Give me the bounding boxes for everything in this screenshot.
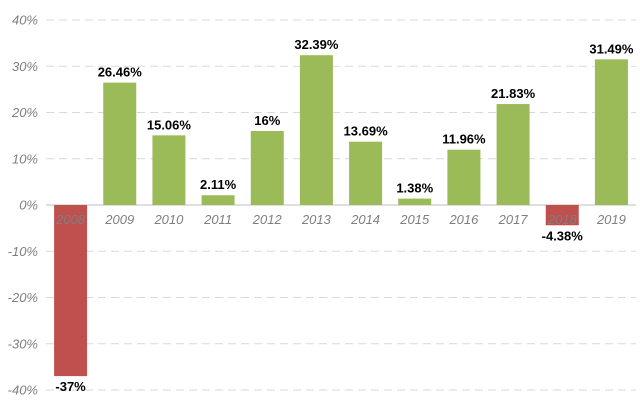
- data-label: 11.96%: [442, 132, 486, 147]
- bar-2014: [349, 141, 383, 205]
- y-tick-label: 0%: [19, 198, 38, 213]
- data-labels: -37% 26.46% 15.06% 2.11% 16% 32.39% 13.69% 1.38…: [55, 37, 633, 394]
- data-label: 21.83%: [491, 86, 536, 101]
- data-label: 26.46%: [98, 65, 143, 80]
- data-label: -37%: [55, 379, 86, 394]
- data-label: 15.06%: [147, 117, 192, 132]
- y-tick-label: 20%: [11, 105, 38, 120]
- y-tick-label: 40%: [12, 13, 38, 28]
- data-label: 16%: [254, 113, 280, 128]
- x-tick-label: 2015: [399, 212, 430, 227]
- data-label: 1.38%: [396, 181, 433, 196]
- y-tick-label: 10%: [12, 151, 38, 166]
- data-label: 2.11%: [200, 177, 237, 192]
- x-tick-label: 2016: [448, 212, 479, 227]
- data-label: 13.69%: [344, 124, 389, 139]
- y-tick-label: -40%: [8, 383, 38, 398]
- y-tick-label: -10%: [8, 244, 38, 259]
- x-tick-label: 2011: [203, 212, 232, 227]
- data-label: 32.39%: [294, 37, 339, 52]
- x-tick-label: 2012: [252, 212, 283, 227]
- y-tick-label: 30%: [12, 59, 38, 74]
- bar-2013: [299, 55, 333, 205]
- bar-2009: [103, 82, 137, 205]
- x-tick-label: 2009: [104, 212, 134, 227]
- data-label: 31.49%: [589, 41, 634, 56]
- bar-2016: [447, 149, 481, 205]
- bar-2017: [496, 104, 530, 205]
- x-tick-label: 2018: [547, 212, 578, 227]
- x-tick-label: 2017: [498, 212, 529, 227]
- bar-2015: [398, 198, 432, 205]
- x-tick-label: 2014: [350, 212, 380, 227]
- bar-2019: [594, 59, 628, 205]
- data-label: -4.38%: [542, 228, 584, 243]
- bar-2018: [545, 205, 579, 226]
- x-tick-label: 2010: [153, 212, 184, 227]
- bars: [54, 55, 628, 377]
- bar-2010: [152, 135, 186, 205]
- bar-2008: [54, 205, 88, 377]
- x-axis-tick-labels: 2008 2009 2010 2011 2012 2013 2014 2015 2016 2017…: [55, 212, 626, 227]
- x-tick-label: 2019: [596, 212, 626, 227]
- x-tick-label: 2013: [301, 212, 332, 227]
- gridlines: [46, 19, 636, 391]
- y-tick-label: -20%: [8, 290, 38, 305]
- y-axis-tick-labels: 40% 30% 20% 10% 0% -10% -20% -30% -40%: [8, 13, 38, 398]
- bar-2011: [201, 195, 235, 205]
- bar-2012: [250, 131, 284, 205]
- y-tick-label: -30%: [8, 336, 38, 351]
- x-tick-label: 2008: [55, 212, 86, 227]
